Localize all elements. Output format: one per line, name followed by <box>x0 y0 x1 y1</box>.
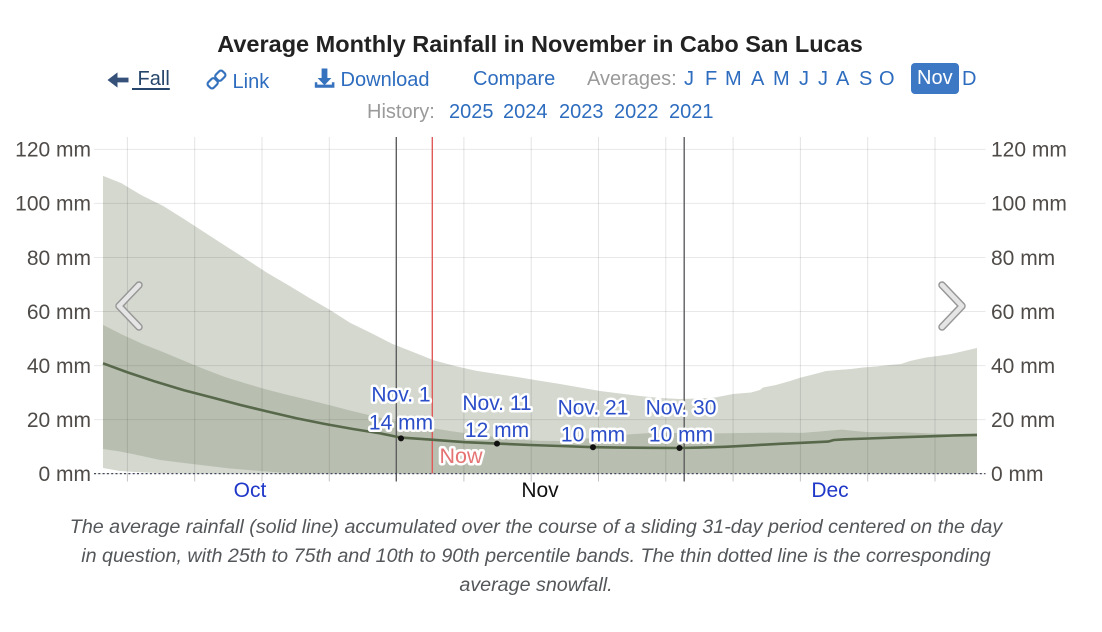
svg-text:0 mm: 0 mm <box>991 463 1044 486</box>
svg-text:20 mm: 20 mm <box>991 409 1055 432</box>
svg-text:100 mm: 100 mm <box>15 193 91 216</box>
svg-text:120 mm: 120 mm <box>15 139 91 162</box>
svg-text:Oct: Oct <box>234 479 267 502</box>
svg-text:10 mm: 10 mm <box>561 424 625 447</box>
svg-text:60 mm: 60 mm <box>27 301 91 324</box>
svg-text:100 mm: 100 mm <box>991 193 1067 216</box>
svg-text:40 mm: 40 mm <box>27 355 91 378</box>
svg-text:14 mm: 14 mm <box>369 412 433 435</box>
svg-text:80 mm: 80 mm <box>27 247 91 270</box>
svg-text:Nov. 30: Nov. 30 <box>646 397 717 420</box>
svg-text:0 mm: 0 mm <box>39 463 92 486</box>
svg-text:10 mm: 10 mm <box>649 424 713 447</box>
svg-text:120 mm: 120 mm <box>991 139 1067 162</box>
svg-text:Nov: Nov <box>521 479 559 502</box>
svg-text:Nov. 21: Nov. 21 <box>558 397 629 420</box>
svg-text:20 mm: 20 mm <box>27 409 91 432</box>
svg-text:80 mm: 80 mm <box>991 247 1055 270</box>
svg-text:Nov. 1: Nov. 1 <box>371 384 430 407</box>
svg-text:Now: Now <box>440 444 483 468</box>
svg-text:12 mm: 12 mm <box>465 419 529 442</box>
svg-text:40 mm: 40 mm <box>991 355 1055 378</box>
svg-text:Nov. 11: Nov. 11 <box>462 392 531 415</box>
svg-text:60 mm: 60 mm <box>991 301 1055 324</box>
svg-text:Dec: Dec <box>811 479 848 502</box>
